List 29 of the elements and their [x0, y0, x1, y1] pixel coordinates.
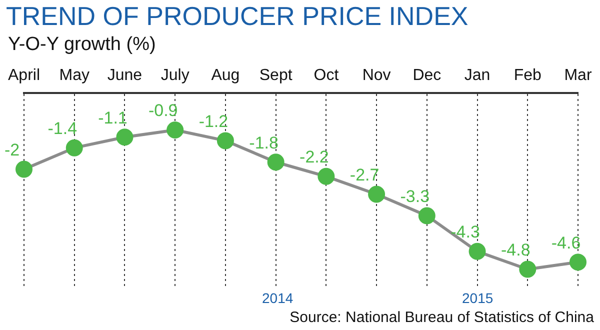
x-tick-label: May [59, 67, 90, 84]
x-tick-label: Mar [564, 67, 592, 84]
x-tick-label: Sept [259, 67, 293, 84]
data-label: -2 [4, 140, 20, 160]
data-label: -4.3 [450, 222, 480, 242]
data-label: -4.8 [500, 240, 530, 260]
x-tick-label: June [107, 67, 142, 84]
data-label: -4.6 [551, 233, 581, 252]
x-tick-label: April [8, 67, 40, 84]
y-axis-title: Y-O-Y growth (%) [7, 33, 157, 57]
data-label: -2.2 [300, 148, 329, 167]
data-label: -0.9 [148, 101, 178, 120]
data-label: -1.1 [98, 108, 128, 128]
x-tick-label: July [160, 67, 190, 84]
data-label: -1.2 [198, 112, 228, 131]
text: 2015 [462, 290, 494, 306]
data-label: -3.3 [400, 186, 430, 206]
chart-title: TREND OF PRODUCER PRICE INDEX [5, 0, 470, 32]
x-tick-label: Jan [464, 67, 490, 84]
x-tick-label: Oct [314, 67, 340, 84]
x-tick-label: Nov [362, 67, 391, 84]
x-tick-label: Feb [514, 67, 542, 84]
data-label: -2.7 [350, 165, 380, 184]
x-tick-label: Dec [412, 67, 442, 84]
source-note: Source: National Bureau of Statistics of China [290, 309, 594, 326]
text: 2014 [262, 290, 294, 306]
data-label: -1.8 [249, 133, 278, 152]
x-tick-label: Aug [211, 67, 240, 84]
data-label: -1.4 [48, 119, 78, 138]
